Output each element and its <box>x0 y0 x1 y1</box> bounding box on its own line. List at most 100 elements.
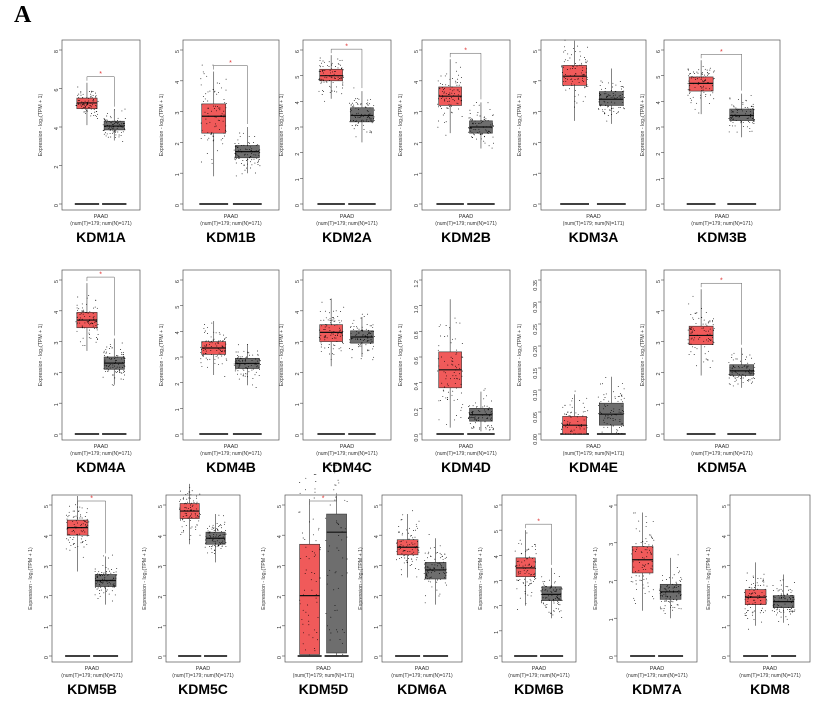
kdm2a-normal-point <box>363 129 365 131</box>
kdm4c-tumor-point <box>326 325 328 327</box>
kdm5c-normal-point <box>217 535 219 537</box>
kdm4c-normal-point <box>360 358 362 360</box>
kdm5b-tumor-point <box>72 544 74 545</box>
kdm6a-tumor-point <box>411 560 413 562</box>
kdm3b-tumor-point <box>709 88 710 90</box>
kdm5b-tumor-point <box>65 514 67 516</box>
kdm6b-normal-point <box>550 587 552 588</box>
kdm5b-tumor-point <box>66 528 68 530</box>
kdm6b-normal-point <box>545 597 547 599</box>
kdm1b-normal-point <box>241 151 243 153</box>
kdm5b-normal-point <box>96 576 98 578</box>
kdm8-tumor-point <box>756 582 758 584</box>
kdm7a-normal-point <box>681 578 683 580</box>
kdm5c-tumor-point <box>182 519 184 521</box>
kdm6b-tumor-point <box>529 583 530 585</box>
kdm2b-tumor-point <box>447 107 449 109</box>
kdm4a-normal-point <box>104 359 106 361</box>
kdm4c-normal-point <box>371 341 373 343</box>
kdm1a-tumor-point <box>90 106 92 108</box>
kdm5b-normal-point <box>98 574 100 576</box>
kdm2b-normal-point <box>468 127 470 129</box>
kdm3a-tumor-point <box>581 70 583 72</box>
kdm5b-tumor-point <box>67 533 69 535</box>
kdm4d-tumor-point <box>455 365 456 367</box>
kdm8-tumor-point <box>754 591 756 593</box>
kdm7a-normal-point <box>679 570 680 572</box>
kdm7a-ylabel: Expression - log₂(TPM + 1) <box>593 547 599 610</box>
kdm8-normal-point <box>788 596 790 598</box>
kdm2b-normal-point <box>472 122 474 124</box>
kdm5a-tumor-point <box>713 327 715 329</box>
kdm4c-tumor-point <box>329 330 331 331</box>
kdm2a-tumor-point <box>322 79 324 81</box>
kdm4a-normal-point <box>115 360 117 361</box>
kdm8-tumor-point <box>759 597 761 599</box>
kdm6b-tumor-point <box>524 578 525 580</box>
kdm3b-normal-point <box>733 106 735 108</box>
kdm7a-tumor-point <box>642 541 644 543</box>
kdm2b-normal-point <box>483 140 485 142</box>
kdm5b-normal-point <box>114 585 116 586</box>
kdm5c-tumor-point <box>183 509 185 511</box>
kdm4d-normal-point <box>469 417 471 419</box>
kdm4d-tumor-point <box>450 342 452 344</box>
kdm7a-normal-point <box>664 600 666 602</box>
kdm5a-tumor-point <box>688 354 690 356</box>
kdm2a-normal-point <box>350 103 352 105</box>
kdm1a-normal-point <box>117 120 119 121</box>
kdm3a-normal-point <box>607 106 609 108</box>
kdm5c-normal-point <box>221 527 222 529</box>
kdm4e-normal-point <box>614 397 616 399</box>
kdm5a-tumor-point <box>707 350 709 352</box>
kdm3b-normal-point <box>731 116 733 118</box>
kdm4d-normal-point <box>491 400 493 402</box>
kdm5b-normal-point <box>108 593 110 595</box>
kdm5b-normal-point <box>116 574 118 576</box>
kdm2a-normal-point <box>357 116 359 118</box>
kdm8-normal-point <box>791 602 793 603</box>
kdm8-normal-point <box>787 589 789 591</box>
kdm5a-normal-point <box>741 367 743 369</box>
kdm2a-tumor-point <box>333 73 335 75</box>
kdm5c-tumor-point <box>184 502 186 504</box>
kdm2b-significance-star: * <box>464 48 467 55</box>
kdm1a-normal-point <box>116 127 118 129</box>
kdm4c-tumor-point <box>320 344 322 346</box>
kdm1b-normal-point <box>242 160 244 162</box>
kdm4c-normal-point <box>366 340 368 342</box>
kdm7a-normal-point <box>663 608 665 609</box>
kdm1a-plot-frame <box>61 39 141 211</box>
kdm3b-tumor-point <box>696 102 698 104</box>
kdm3a-normal-point <box>605 93 607 95</box>
kdm6b-tumor-point <box>535 553 537 555</box>
kdm5c-normal-point <box>218 514 220 516</box>
kdm5d-normal-point <box>329 469 330 471</box>
kdm2b-significance-bracket <box>449 52 482 100</box>
kdm5b-ytick-label-0: 0 <box>44 656 50 659</box>
kdm1a-tumor-point <box>75 105 77 107</box>
kdm5b-tumor-point <box>72 510 74 512</box>
kdm1b-tumor-point <box>214 123 216 125</box>
kdm1b-normal-point <box>235 175 237 177</box>
kdm3a-tumor-point <box>571 83 573 85</box>
kdm5d-normal-point <box>327 550 329 552</box>
kdm5a-counts-label: (num(T)=179; num(N)=171) <box>691 451 753 457</box>
kdm4e-cohort-label: PAAD <box>586 444 601 450</box>
kdm5a-tumor-point <box>694 347 696 349</box>
kdm4e-normal-point <box>623 397 625 399</box>
kdm4c-normal-point <box>368 349 370 351</box>
kdm8-normal-point <box>791 590 793 592</box>
kdm4e-tumor-point <box>567 433 569 435</box>
kdm5a-cohort-label: PAAD <box>715 444 730 450</box>
kdm5b-tumor-point <box>71 530 73 532</box>
kdm6a-normal-point <box>427 569 428 571</box>
kdm1b-ytick-label-5: 5 <box>175 50 181 53</box>
kdm8-normal-point <box>780 588 782 590</box>
kdm4b-tumor-point <box>214 362 216 364</box>
kdm1b-normal-point <box>241 144 243 146</box>
kdm2a-tumor-point <box>342 84 344 86</box>
kdm6a-ytick-label-2: 2 <box>374 596 380 599</box>
kdm4a-tumor-point <box>95 341 97 343</box>
kdm4b-tumor-point <box>220 350 221 352</box>
